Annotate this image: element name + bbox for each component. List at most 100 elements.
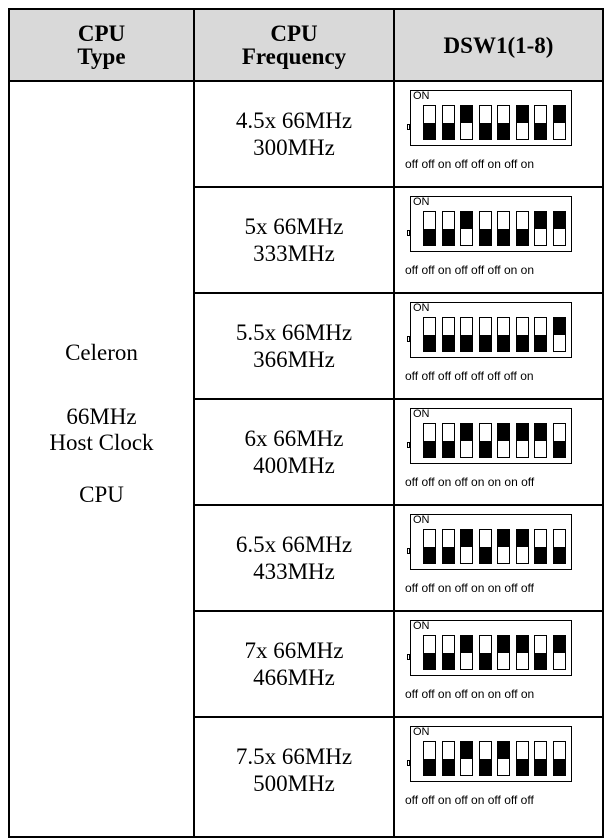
switch-3-on	[460, 529, 473, 564]
cpu-type-host-clock-label: Host Clock	[49, 430, 154, 455]
switch-6-off	[515, 317, 529, 352]
on-label: ON	[413, 90, 430, 102]
switch-3-on	[460, 105, 473, 140]
cpu-type-cpu-label: CPU	[79, 482, 124, 507]
cpu-type-host-clock-value: 66MHz	[66, 404, 137, 429]
switch-4-off	[478, 211, 492, 246]
switch-notch	[407, 336, 410, 342]
switch-7-off	[534, 741, 547, 776]
switch-5-on	[497, 423, 510, 458]
switch-knob	[553, 758, 565, 775]
row-divider	[195, 292, 602, 294]
switch-6-on	[515, 635, 529, 670]
header-cpu-frequency: CPU Frequency	[195, 10, 393, 80]
dip-switch: ON	[407, 408, 572, 464]
switch-knob	[498, 228, 509, 245]
dip-switch-cell: ON off off on off off off on on	[405, 188, 585, 292]
switch-knob	[553, 106, 565, 123]
row-divider	[195, 504, 602, 506]
header-cpu-freq-line1: CPU	[270, 21, 318, 46]
switch-4-off	[478, 635, 492, 670]
dip-switch: ON	[407, 302, 572, 358]
switch-knob	[479, 122, 491, 139]
switch-1-off	[423, 529, 436, 564]
switch-knob	[498, 424, 509, 441]
switch-2-off	[441, 317, 455, 352]
switch-state-caption: off off on off off on off on	[405, 157, 535, 171]
switch-knob	[516, 424, 528, 441]
switch-knob	[516, 106, 528, 123]
switch-2-off	[441, 741, 455, 776]
switch-knob	[424, 652, 435, 669]
on-label: ON	[413, 408, 430, 420]
dip-switch: ON	[407, 726, 572, 782]
header-dsw: DSW1(1-8)	[395, 10, 602, 80]
dip-switch: ON	[407, 514, 572, 570]
switch-knob	[442, 122, 454, 139]
row-divider	[195, 186, 602, 188]
switch-1-off	[423, 317, 436, 352]
dip-switch-cell: ON off off on off on off off off	[405, 718, 585, 822]
switch-knob	[479, 440, 491, 457]
switch-4-off	[478, 105, 492, 140]
switch-8-on	[552, 317, 566, 352]
switch-2-off	[441, 423, 455, 458]
dip-switch-cell: ON off off off off off off off on	[405, 294, 585, 398]
switch-3-on	[460, 211, 473, 246]
switch-knob	[535, 212, 546, 229]
switch-notch	[407, 442, 410, 448]
switch-knob	[442, 440, 454, 457]
switch-2-off	[441, 635, 455, 670]
cpu-frequency-table: CPU Type CPU Frequency DSW1(1-8) Celeron 6…	[8, 8, 604, 838]
frequency-cell: 5x 66MHz 333MHz	[195, 188, 393, 292]
switch-3-on	[460, 423, 473, 458]
switch-6-off	[515, 211, 529, 246]
dip-switch-cell: ON off off on off on on off on	[405, 612, 585, 716]
switch-1-off	[423, 635, 436, 670]
switch-notch	[407, 548, 410, 554]
switch-knob	[479, 652, 491, 669]
switch-2-off	[441, 211, 455, 246]
on-label: ON	[413, 302, 430, 314]
switch-5-off	[497, 105, 510, 140]
header-divider	[10, 80, 602, 82]
switch-2-off	[441, 529, 455, 564]
switch-knob	[424, 122, 435, 139]
switch-4-off	[478, 529, 492, 564]
switch-1-off	[423, 105, 436, 140]
switch-knob	[516, 636, 528, 653]
switch-knob	[535, 758, 546, 775]
switch-knob	[498, 636, 509, 653]
switch-knob	[498, 742, 509, 759]
switch-knob	[461, 212, 472, 229]
on-label: ON	[413, 196, 430, 208]
switch-3-on	[460, 741, 473, 776]
switch-state-caption: off off on off on on off on	[405, 687, 535, 701]
switch-knob	[535, 546, 546, 563]
column-divider	[393, 10, 395, 836]
multiplier-text: 5.5x 66MHz	[235, 320, 353, 345]
dip-switch: ON	[407, 620, 572, 676]
switch-5-on	[497, 741, 510, 776]
on-label: ON	[413, 514, 430, 526]
header-cpu-freq-line2: Frequency	[241, 44, 347, 69]
frequency-cell: 6.5x 66MHz 433MHz	[195, 506, 393, 610]
switch-1-off	[423, 211, 436, 246]
switch-knob	[442, 334, 454, 351]
frequency-text: 300MHz	[253, 135, 335, 160]
switch-state-caption: off off on off on on on off	[405, 475, 535, 489]
switch-knob	[461, 636, 472, 653]
dip-switch-cell: ON off off on off on on off off	[405, 506, 585, 610]
switch-knob	[424, 440, 435, 457]
frequency-text: 433MHz	[253, 559, 335, 584]
switch-knob	[479, 546, 491, 563]
switch-knob	[516, 228, 528, 245]
switch-4-off	[478, 423, 492, 458]
frequency-text: 400MHz	[253, 453, 335, 478]
switch-1-off	[423, 423, 436, 458]
switch-knob	[479, 334, 491, 351]
switch-4-off	[478, 741, 492, 776]
switch-knob	[535, 424, 546, 441]
row-divider	[195, 398, 602, 400]
switch-notch	[407, 124, 410, 130]
